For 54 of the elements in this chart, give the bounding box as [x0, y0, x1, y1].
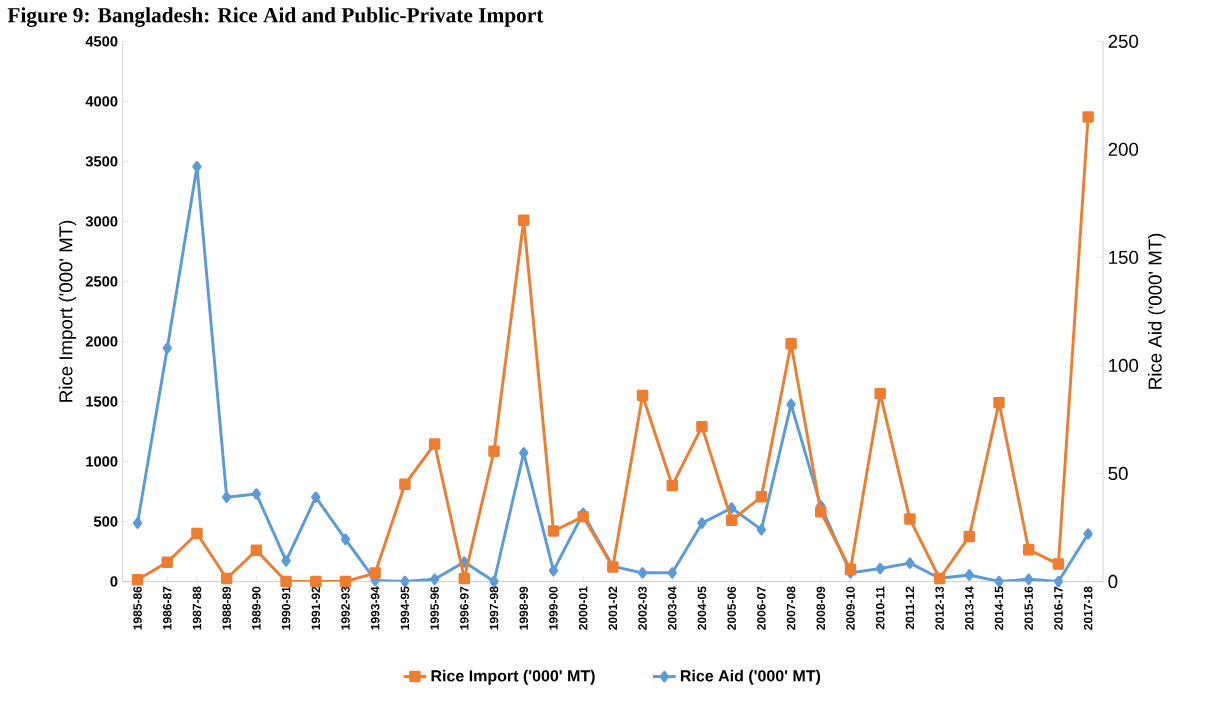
y2-tick-label: 50: [1108, 467, 1128, 481]
x-tick-label: 2006-07: [757, 586, 766, 631]
x-tick-label: 2008-09: [816, 586, 826, 631]
y-tick-label: 1500: [86, 396, 118, 407]
x-tick-label: 1988-89: [222, 586, 231, 630]
x-tick-label: 2003-04: [667, 586, 677, 631]
x-tick-label: 2002-03: [638, 586, 647, 631]
x-tick-label: 2013-14: [965, 586, 974, 631]
x-tick-label: 2015-16: [1024, 586, 1033, 631]
x-tick-label: 1998-99: [519, 586, 528, 630]
x-tick-label: 2014-15: [994, 586, 1004, 631]
y2-tick-label: 100: [1109, 359, 1139, 373]
y2-tick-label: 150: [1109, 251, 1139, 265]
x-tick-label: 2010-11: [875, 586, 885, 630]
x-tick-label: 2001-02: [608, 586, 618, 631]
y-tick-label: 0: [110, 576, 118, 587]
x-tick-label: 1989-90: [252, 586, 261, 630]
x-tick-label: 1997-98: [489, 586, 499, 630]
x-tick-label: 2011-12: [905, 586, 915, 630]
x-tick-label: 2009-10: [846, 586, 855, 631]
y-tick-label: 2000: [85, 336, 118, 347]
y-tick-label: 4500: [85, 36, 118, 47]
chart-title: Figure 9: Bangladesh: Rice Aid and Public-Private Import: [7, 7, 544, 28]
x-tick-label: 1985-86: [133, 586, 142, 630]
y-tick-label: 1000: [86, 456, 118, 467]
y-tick-label: 3500: [85, 156, 118, 167]
y-tick-label: 500: [93, 516, 118, 527]
x-tick-label: 2012-13: [935, 586, 944, 631]
x-tick-label: 1999-00: [549, 586, 558, 630]
y2-axis-title: Rice Aid ('000' MT): [1147, 234, 1166, 389]
x-tick-label: 1992-93: [341, 586, 350, 630]
x-tick-label: 1994-95: [400, 586, 410, 630]
y2-tick-label: 200: [1108, 142, 1139, 157]
y-tick-label: 2500: [85, 276, 118, 287]
x-tick-label: 2007-08: [786, 586, 796, 631]
x-tick-label: 1993-94: [370, 586, 380, 630]
y2-tick-label: 0: [1108, 575, 1118, 589]
y-axis-title: Rice Import ('000' MT): [58, 221, 77, 402]
x-tick-label: 1996-97: [460, 586, 469, 630]
y-tick-label: 4000: [85, 96, 118, 107]
x-tick-label: 1990-91: [281, 586, 291, 630]
x-tick-label: 1995-96: [430, 586, 439, 630]
x-tick-label: 2004-05: [697, 586, 707, 631]
x-tick-label: 2016-17: [1054, 586, 1063, 631]
x-tick-label: 2000-01: [578, 586, 588, 631]
x-tick-label: 1987-88: [192, 586, 202, 630]
x-tick-label: 2017-18: [1083, 586, 1093, 631]
legend-label: Rice Import ('000' MT): [431, 670, 595, 685]
x-tick-label: 1991-92: [311, 586, 321, 630]
legend-label: Rice Aid ('000' MT): [680, 670, 821, 685]
x-tick-label: 2005-06: [727, 586, 736, 631]
y2-tick-label: 250: [1108, 34, 1139, 49]
x-tick-label: 1986-87: [163, 586, 172, 630]
y-tick-label: 3000: [85, 216, 118, 227]
